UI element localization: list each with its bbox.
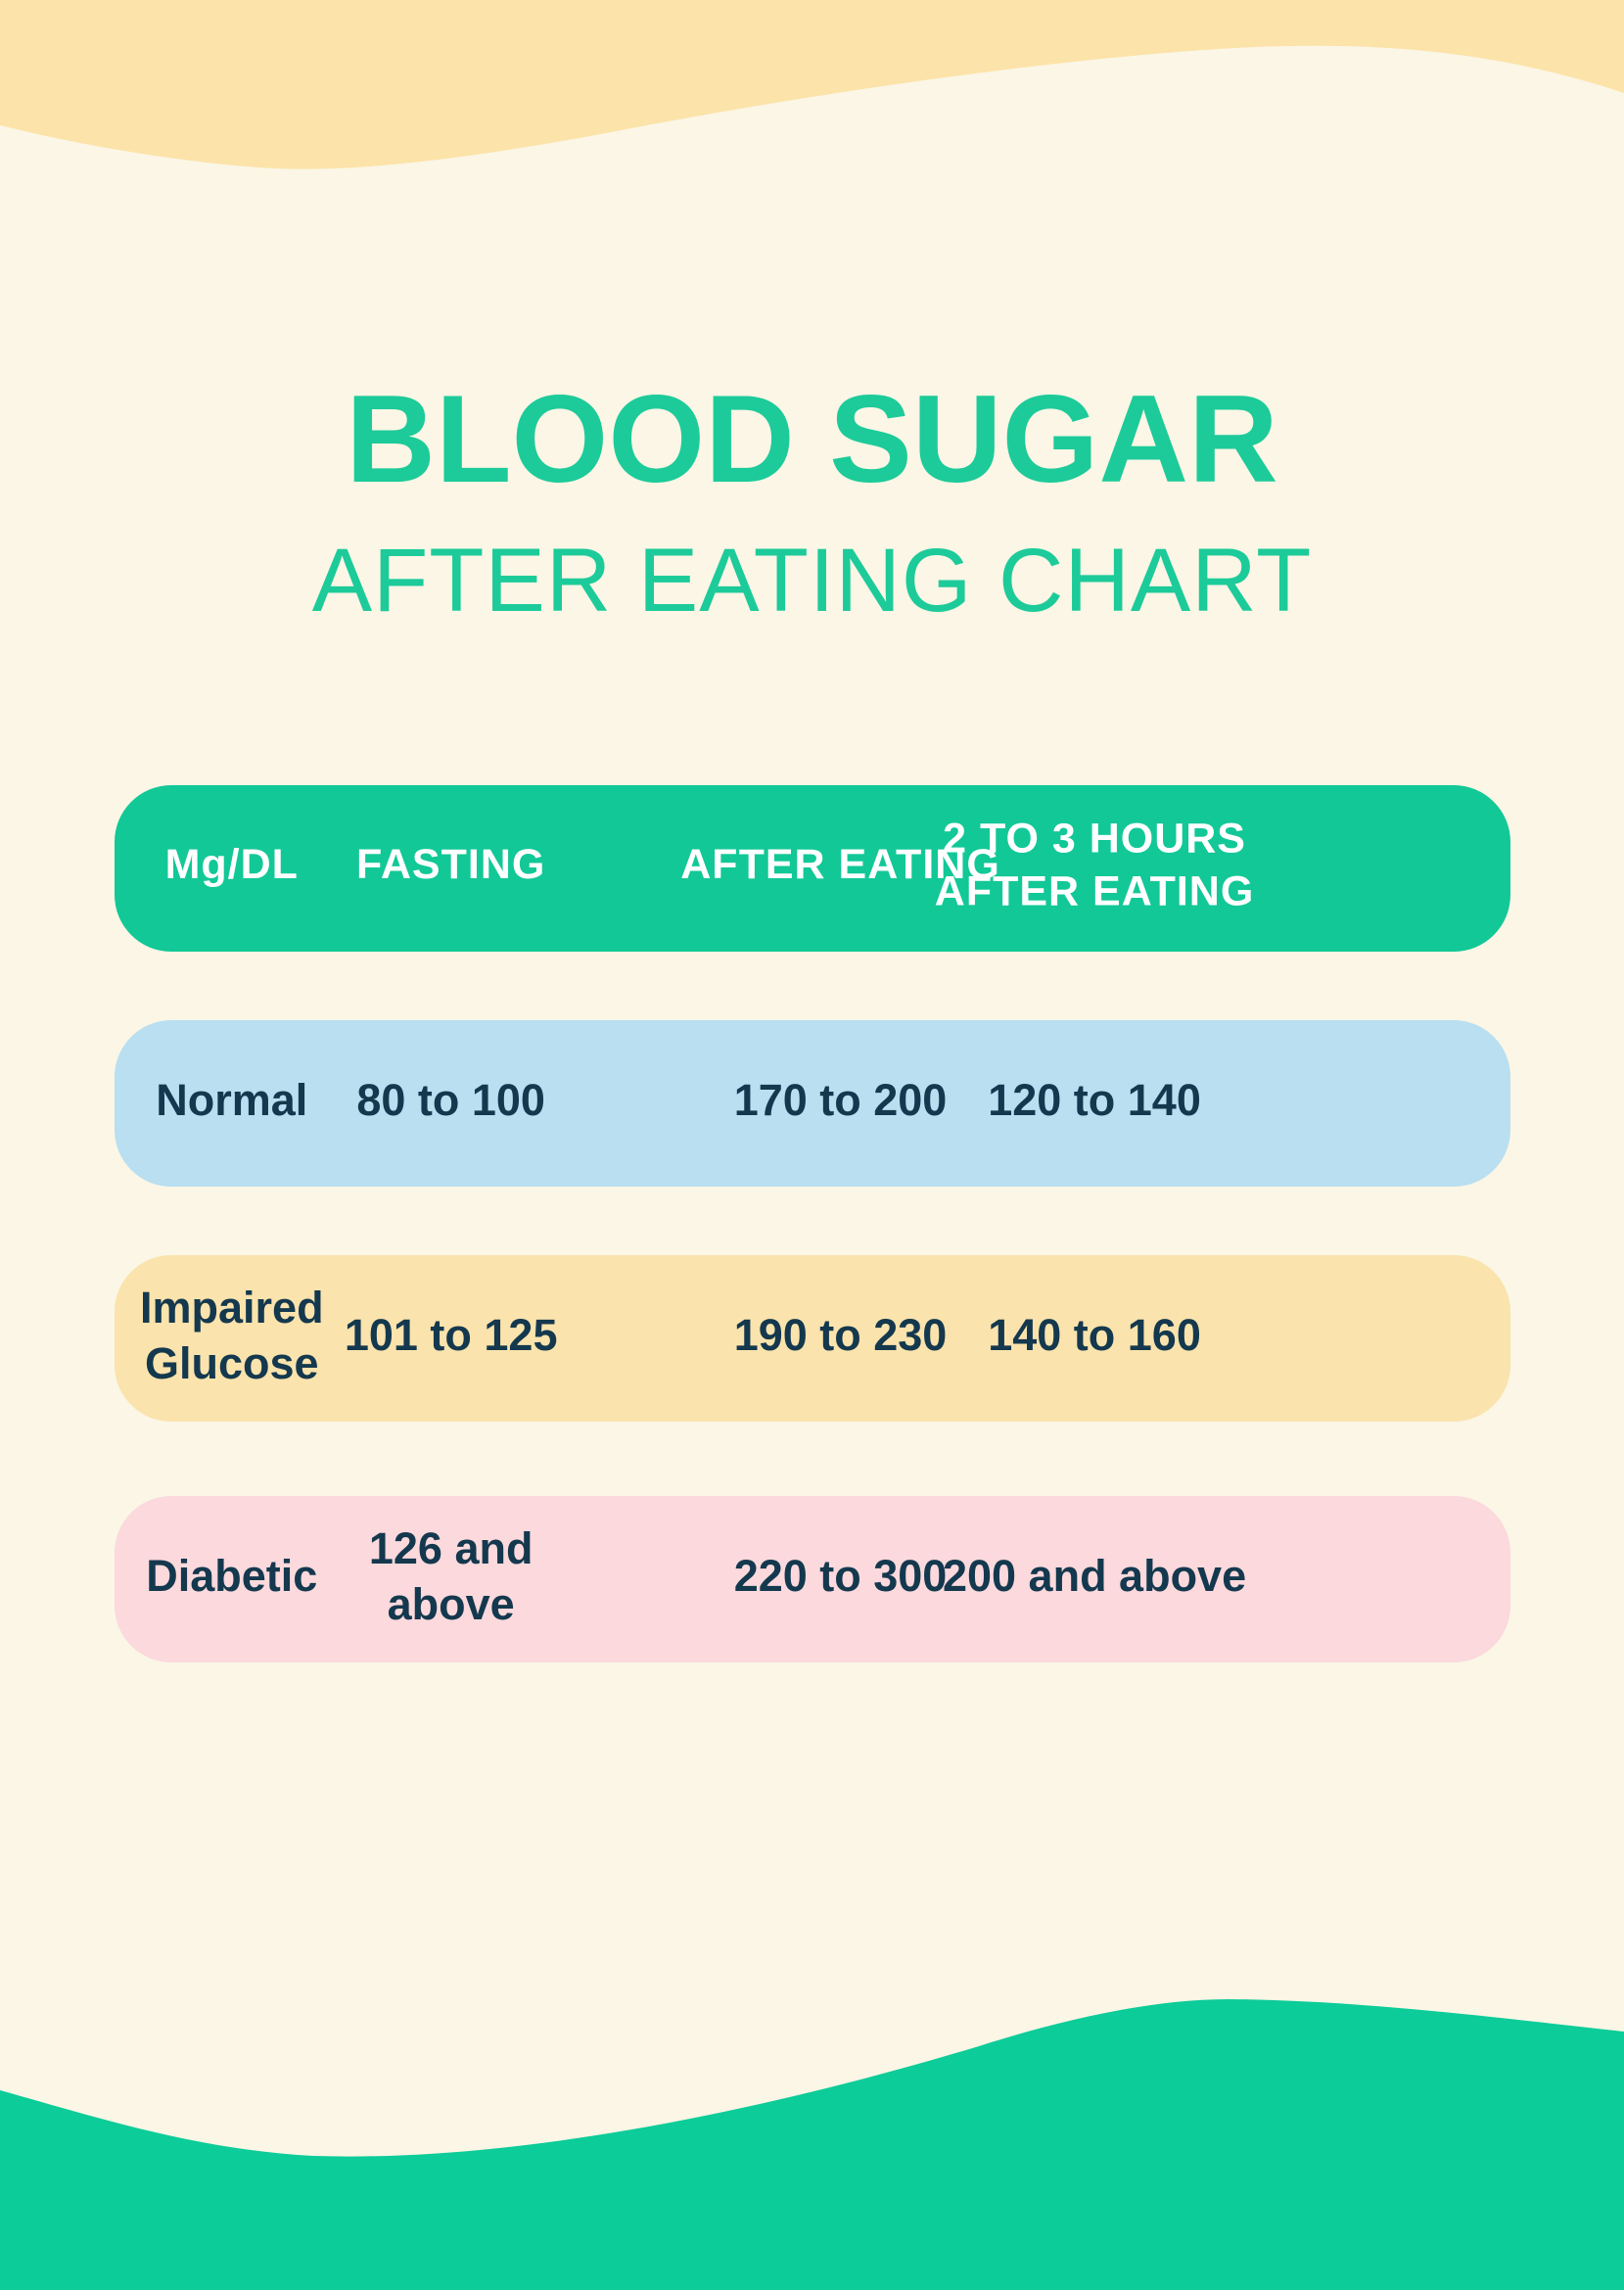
cell-normal-fasting: 80 to 100: [356, 1075, 545, 1126]
cell-diabetic-2-3-hours: 200 and above: [942, 1551, 1247, 1602]
header-cell-mgdl: Mg/DL: [164, 841, 299, 889]
table-row-impaired-glucose: Impaired Glucose 101 to 125 190 to 230 1…: [115, 1255, 1510, 1422]
bottom-wave-shape: [0, 1999, 1624, 2290]
cell-impaired-after-eating: 190 to 230: [733, 1310, 948, 1361]
cell-impaired-fasting: 101 to 125: [344, 1310, 558, 1361]
cell-diabetic-after-eating: 220 to 300: [733, 1551, 948, 1602]
cell-normal-2-3-hours: 120 to 140: [988, 1075, 1201, 1126]
cell-diabetic-label: Diabetic: [146, 1551, 318, 1602]
table-row-diabetic: Diabetic 126 and above 220 to 300 200 an…: [115, 1496, 1510, 1662]
cell-normal-after-eating: 170 to 200: [733, 1075, 948, 1126]
table-row-normal: Normal 80 to 100 170 to 200 120 to 140: [115, 1020, 1510, 1187]
top-wave-shape: [0, 0, 1624, 169]
page-subtitle: AFTER EATING CHART: [311, 531, 1313, 631]
header-cell-after-eating: AFTER EATING: [680, 841, 1000, 889]
page-title: BLOOD SUGAR: [346, 369, 1278, 508]
cell-normal-label: Normal: [156, 1075, 308, 1126]
cell-diabetic-fasting: 126 and above: [368, 1523, 534, 1629]
table-header-row: Mg/DL FASTING AFTER EATING 2 TO 3 HOURS …: [115, 785, 1510, 952]
cell-impaired-2-3-hours: 140 to 160: [988, 1310, 1201, 1361]
header-cell-fasting: FASTING: [355, 841, 546, 889]
header-cell-2-3-hours-after-eating: 2 TO 3 HOURS AFTER EATING: [934, 815, 1255, 915]
cell-impaired-label: Impaired Glucose: [140, 1283, 324, 1388]
